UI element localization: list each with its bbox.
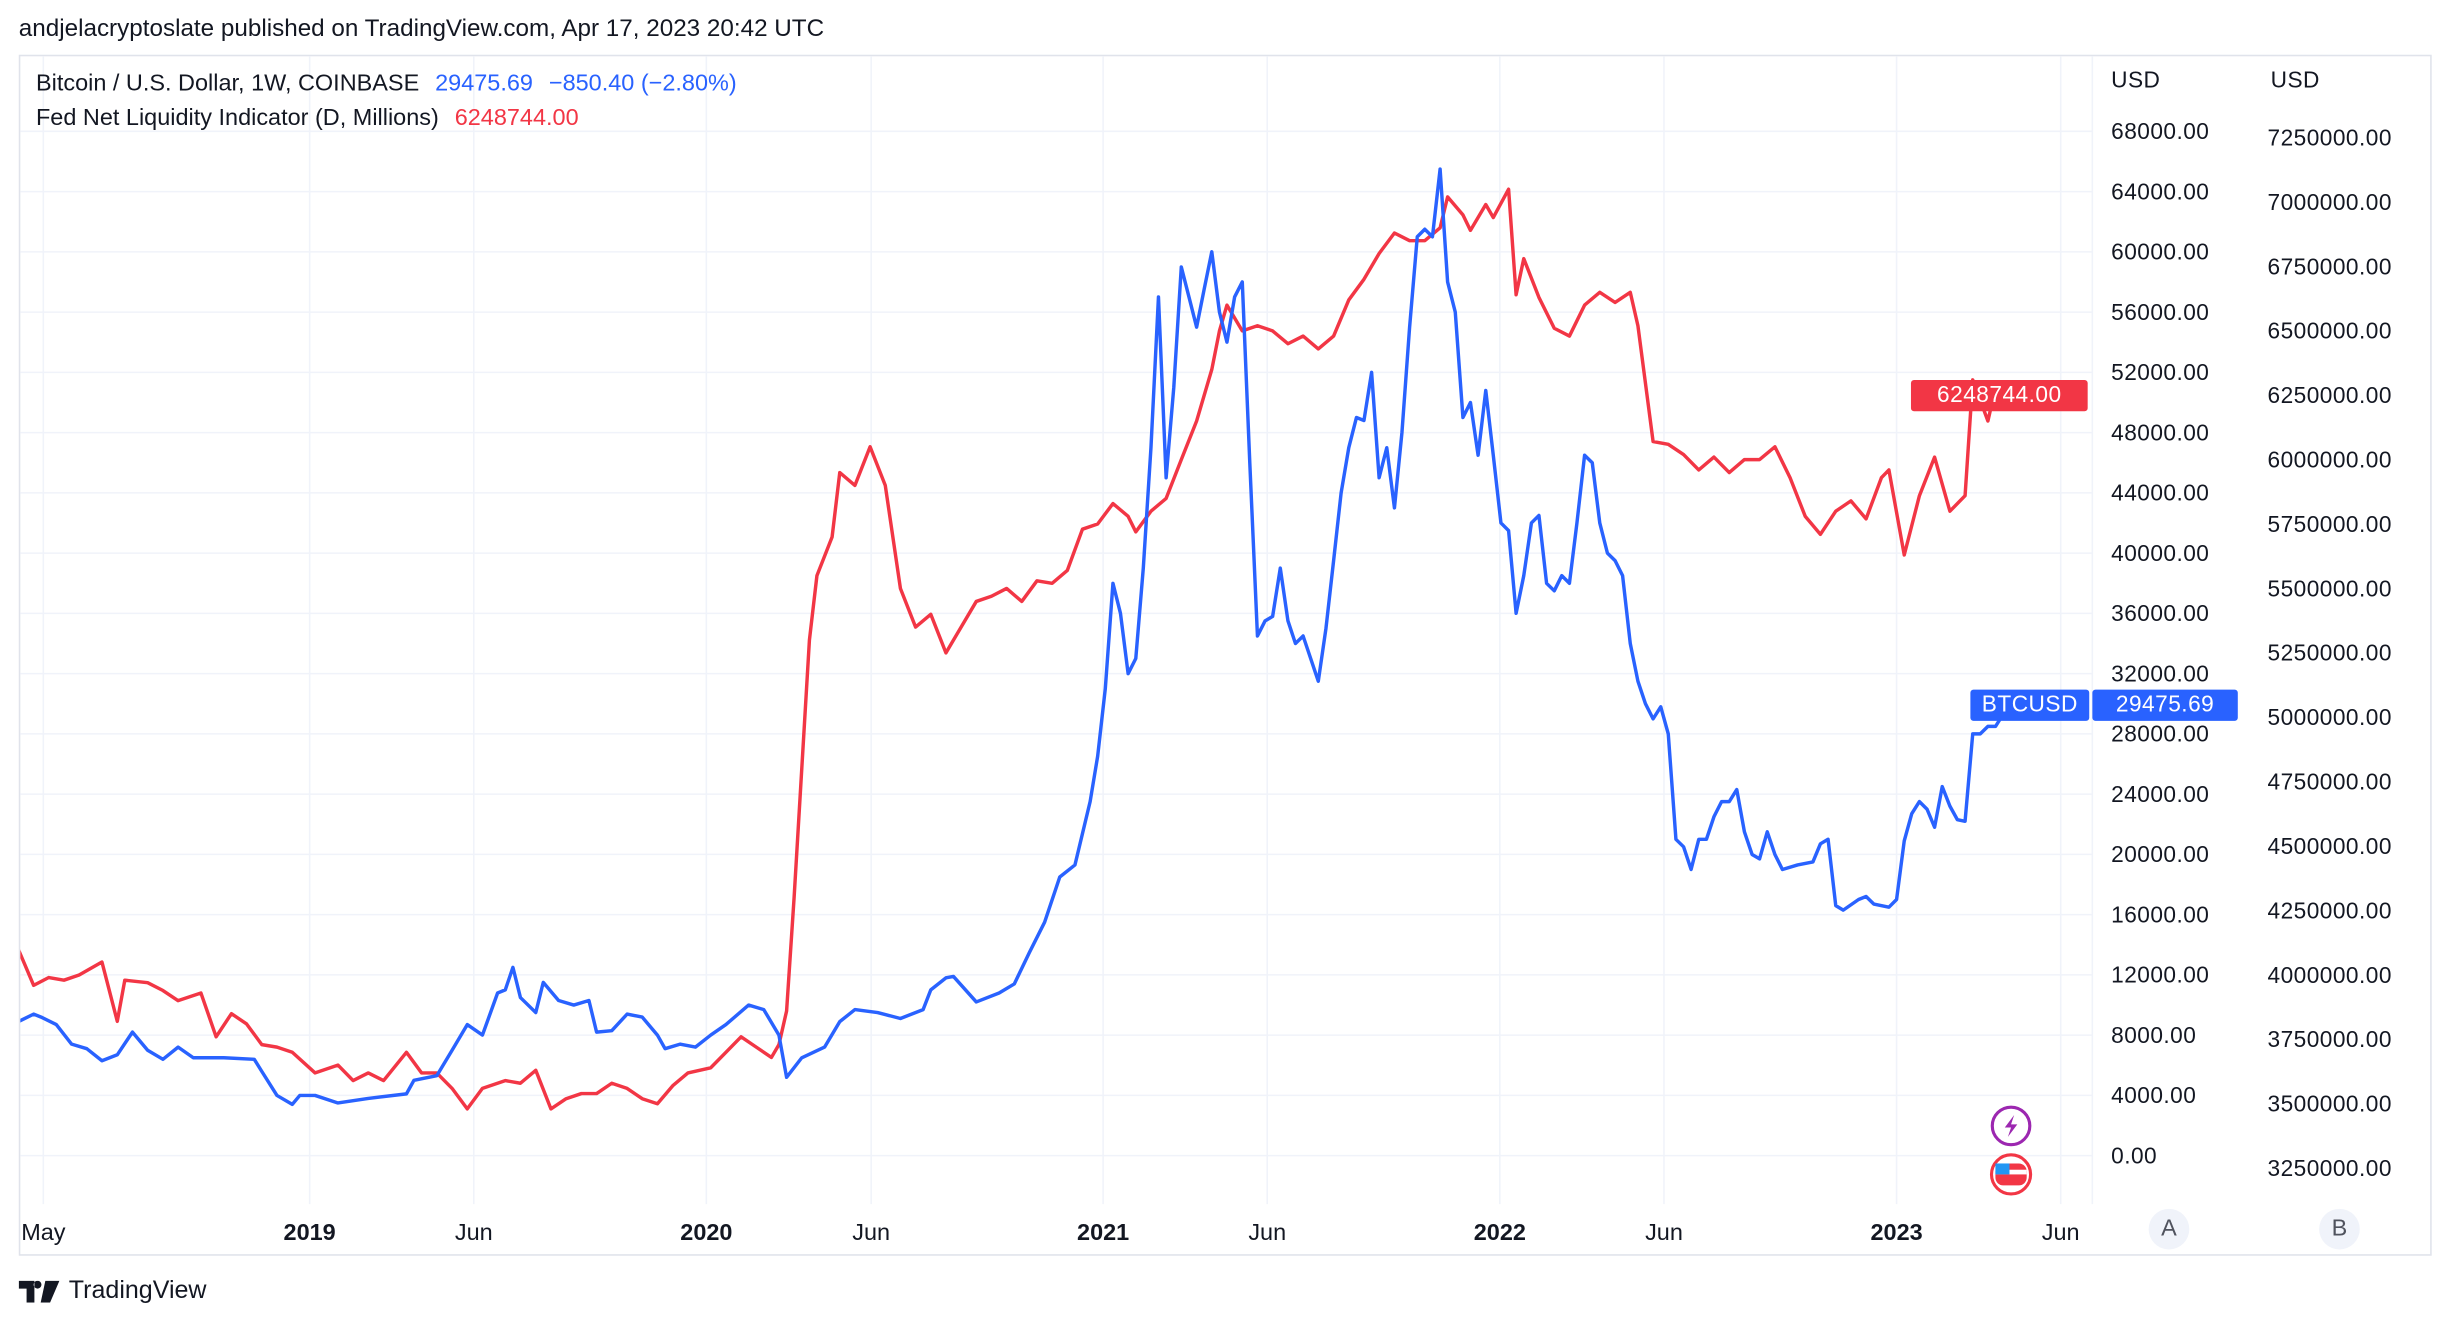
axis-b-tick-label: 4000000.00 [2268, 962, 2392, 988]
time-axis-label: Jun [1645, 1219, 1683, 1245]
time-axis-label: Jun [852, 1219, 890, 1245]
axis-b-tick-label: 3500000.00 [2268, 1091, 2392, 1117]
time-axis-label: Jun [1248, 1219, 1286, 1245]
axis-a-tick-label: 24000.00 [2111, 781, 2209, 807]
axis-b-tick-label: 6250000.00 [2268, 382, 2392, 408]
axis-b-tick-label: 4750000.00 [2268, 769, 2392, 795]
axis-a-tick-label: 44000.00 [2111, 480, 2209, 506]
grid-lines [20, 56, 2093, 1205]
axis-a-tick-label: 40000.00 [2111, 540, 2209, 566]
axis-b-tick-label: 3250000.00 [2268, 1155, 2392, 1181]
fed-value-tag: 6248744.00 [1910, 380, 2088, 412]
axis-a-button[interactable]: A [2148, 1208, 2190, 1250]
axis-a-tick-label: 16000.00 [2111, 901, 2209, 927]
axis-a-tick-label: 52000.00 [2111, 359, 2209, 385]
time-axis-ticks: May 2019 Jun 2020 Jun 2021 Jun 2022 Jun 2023 Jun [21, 1219, 2079, 1245]
axis-a-tick-label: 8000.00 [2111, 1022, 2196, 1048]
time-axis-label: Jun [455, 1219, 493, 1245]
axis-b-tick-label: 7000000.00 [2268, 189, 2392, 215]
axis-b-ticks: 7250000.00 7000000.00 6750000.00 6500000.00… [2268, 124, 2392, 1181]
btc-legend-change: −850.40 (−2.80%) [548, 70, 737, 97]
axis-b-tick-label: 5250000.00 [2268, 640, 2392, 666]
axis-a-tick-label: 32000.00 [2111, 660, 2209, 686]
time-axis-label: 2020 [680, 1219, 732, 1245]
time-axis-label: 2019 [284, 1219, 336, 1245]
axis-a-tick-label: 4000.00 [2111, 1082, 2196, 1108]
axis-b-tick-label: 5000000.00 [2268, 704, 2392, 730]
time-axis-label: Jun [2042, 1219, 2080, 1245]
axis-a-tick-label: 36000.00 [2111, 600, 2209, 626]
fed-legend-value: 6248744.00 [454, 104, 579, 132]
fed-legend-name: Fed Net Liquidity Indicator (D, Millions… [35, 104, 439, 132]
axis-a-tick-label: 20000.00 [2111, 841, 2209, 867]
axis-a-tick-label: 56000.00 [2111, 299, 2209, 325]
axis-b-button[interactable]: B [2319, 1208, 2360, 1250]
axis-b-tick-label: 5750000.00 [2268, 511, 2392, 537]
axis-a-tick-label: 64000.00 [2111, 178, 2209, 204]
axis-a-tick-label: 0.00 [2111, 1142, 2157, 1168]
axis-b-tick-label: 6000000.00 [2268, 446, 2392, 472]
axis-b-tick-label: 7250000.00 [2268, 124, 2392, 150]
btc-legend[interactable]: Bitcoin / U.S. Dollar, 1W, COINBASE 2947… [36, 70, 746, 97]
axis-b-currency: USD [2271, 67, 2320, 93]
axis-b-tick-label: 3750000.00 [2268, 1026, 2392, 1052]
axis-b-tick-label: 4250000.00 [2268, 897, 2392, 923]
tradingview-brand: TradingView [68, 1277, 207, 1305]
axis-b-tick-label: 6750000.00 [2268, 253, 2392, 279]
fed-legend[interactable]: Fed Net Liquidity Indicator (D, Millions… [36, 105, 588, 132]
chart-frame [18, 54, 2432, 1256]
btc-price-line [20, 167, 2012, 1107]
published-caption: andjelacryptoslate published on TradingV… [18, 15, 825, 43]
axis-b-tick-label: 4500000.00 [2268, 833, 2392, 859]
axis-a-currency: USD [2111, 67, 2160, 93]
time-axis-label: 2023 [1871, 1219, 1923, 1245]
lightning-icon[interactable] [1990, 1105, 2032, 1147]
axis-b-tick-label: 5500000.00 [2268, 575, 2392, 601]
tradingview-logo-icon [18, 1280, 60, 1303]
tradingview-logo[interactable]: TradingView [18, 1277, 207, 1306]
time-axis-label: 2021 [1077, 1219, 1129, 1245]
btc-legend-name: Bitcoin / U.S. Dollar, 1W, COINBASE [35, 70, 420, 97]
time-axis-label: 2022 [1474, 1219, 1526, 1245]
us-flag-event-icon[interactable] [1989, 1153, 2033, 1196]
btc-symbol-tag: BTCUSD [1970, 689, 2090, 721]
axis-a-tick-label: 48000.00 [2111, 419, 2209, 445]
axis-a-tick-label: 68000.00 [2111, 118, 2209, 144]
axis-a-tick-label: 28000.00 [2111, 721, 2209, 747]
axis-a-tick-label: 12000.00 [2111, 962, 2209, 988]
btc-legend-value: 29475.69 [435, 70, 533, 97]
btc-price-tag: 29475.69 [2092, 689, 2238, 721]
axis-a-ticks: 68000.00 64000.00 60000.00 56000.00 52000.00… [2111, 118, 2209, 1168]
time-axis-label: May [21, 1219, 66, 1245]
fed-liquidity-line [20, 187, 2012, 1111]
axis-b-tick-label: 6500000.00 [2268, 318, 2392, 344]
axis-a-tick-label: 60000.00 [2111, 239, 2209, 265]
